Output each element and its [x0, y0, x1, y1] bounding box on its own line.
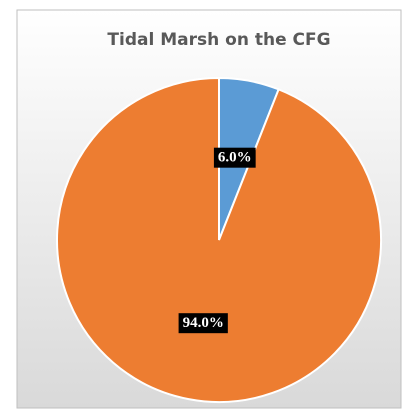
data-labels: 6.0% 94.0% [178, 147, 256, 334]
data-label-box [213, 147, 256, 168]
data-label: 94.0% [183, 315, 224, 331]
pie-slice [56, 76, 382, 403]
chart-title: Tidal Marsh on the CFG [107, 30, 330, 50]
data-label-box [178, 313, 228, 334]
pie [56, 76, 382, 403]
data-label: 6.0% [218, 150, 252, 166]
